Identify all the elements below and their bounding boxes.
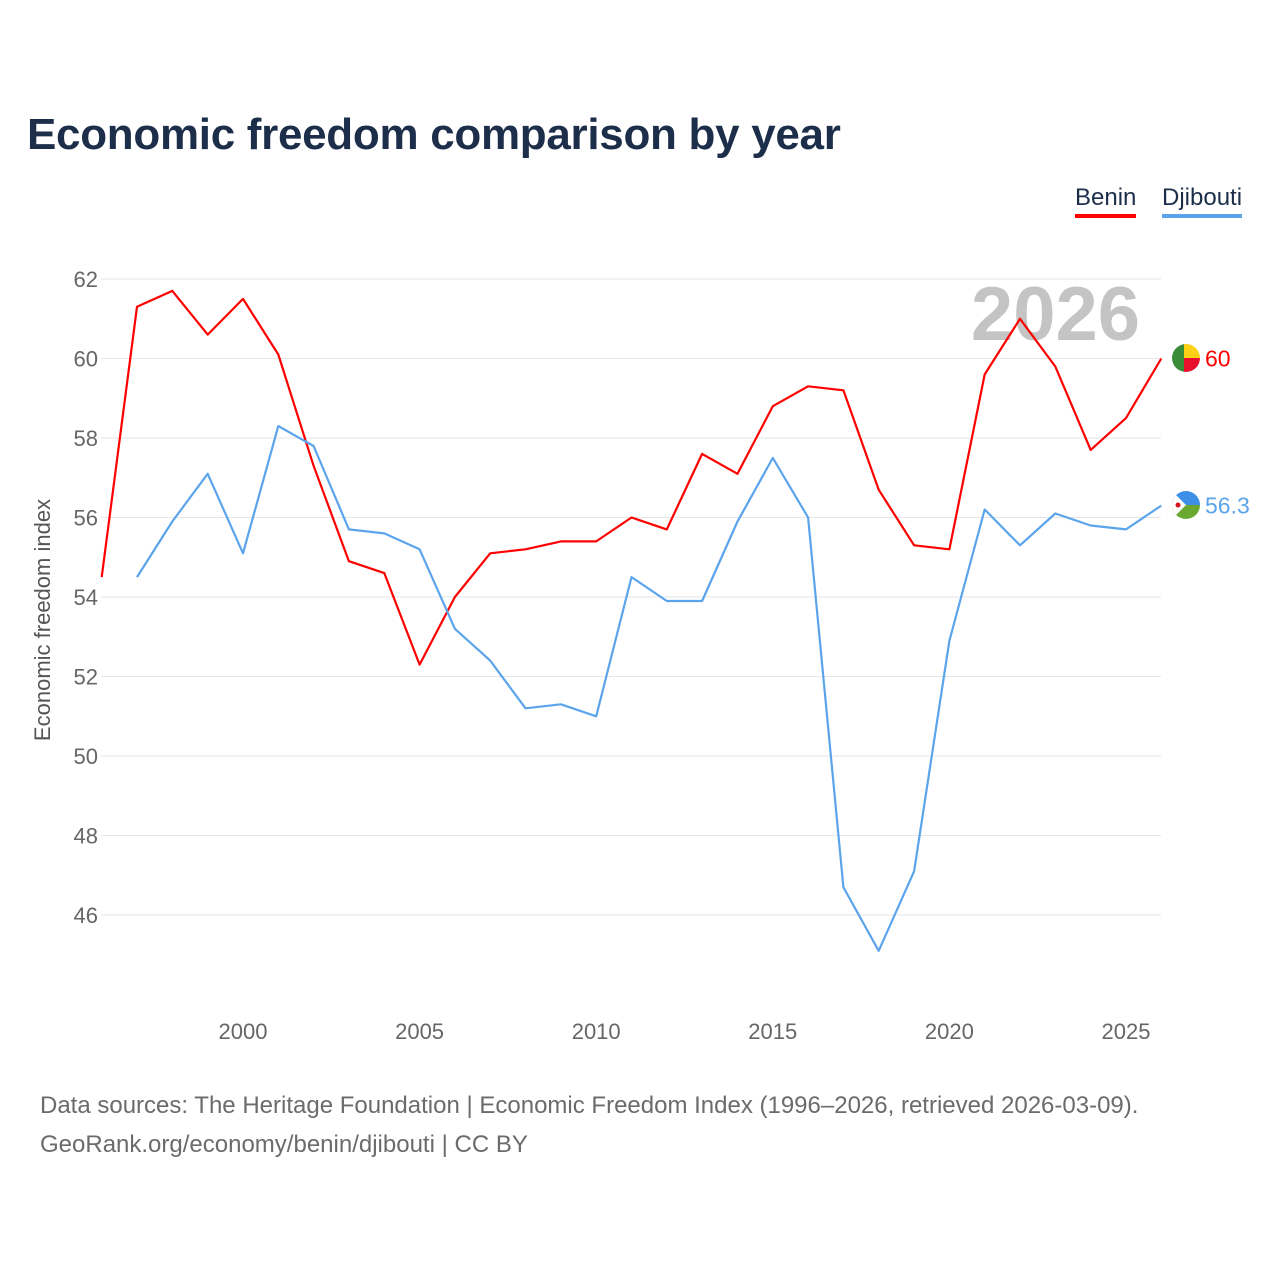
x-tick-label: 2020	[925, 1019, 974, 1044]
chart-title: Economic freedom comparison by year	[27, 110, 841, 159]
y-tick-label: 62	[74, 267, 98, 292]
source-footer: Data sources: The Heritage Foundation | …	[40, 1086, 1138, 1164]
series-line-benin	[100, 289, 1163, 666]
x-tick-label: 2005	[395, 1019, 444, 1044]
x-tick-label: 2000	[219, 1019, 268, 1044]
y-tick-label: 54	[74, 585, 98, 610]
end-value-label-benin: 60	[1205, 346, 1231, 372]
legend-item-benin[interactable]: Benin	[1075, 184, 1137, 218]
legend-item-djibouti[interactable]: Djibouti	[1162, 184, 1243, 218]
year-watermark: 2026	[971, 272, 1140, 357]
y-tick-label: 50	[74, 744, 98, 769]
x-tick-label: 2025	[1102, 1019, 1151, 1044]
y-tick-label: 60	[74, 347, 98, 372]
x-tick-label: 2015	[748, 1019, 797, 1044]
y-tick-label: 52	[74, 665, 98, 690]
djibouti-flag-icon	[1172, 491, 1200, 519]
x-tick-label: 2010	[572, 1019, 621, 1044]
y-tick-label: 46	[74, 903, 98, 928]
footer-sources: Data sources: The Heritage Foundation | …	[40, 1092, 1139, 1119]
y-tick-label: 48	[74, 824, 98, 849]
benin-flag-icon	[1172, 344, 1200, 372]
y-tick-label: 56	[74, 506, 98, 531]
y-tick-label: 58	[74, 426, 98, 451]
end-value-label-djibouti: 56.3	[1205, 493, 1250, 519]
y-axis-label: Economic freedom index	[30, 499, 55, 741]
series-line-djibouti	[136, 425, 1162, 952]
footer-link[interactable]: GeoRank.org/economy/benin/djibouti | CC …	[40, 1131, 528, 1158]
